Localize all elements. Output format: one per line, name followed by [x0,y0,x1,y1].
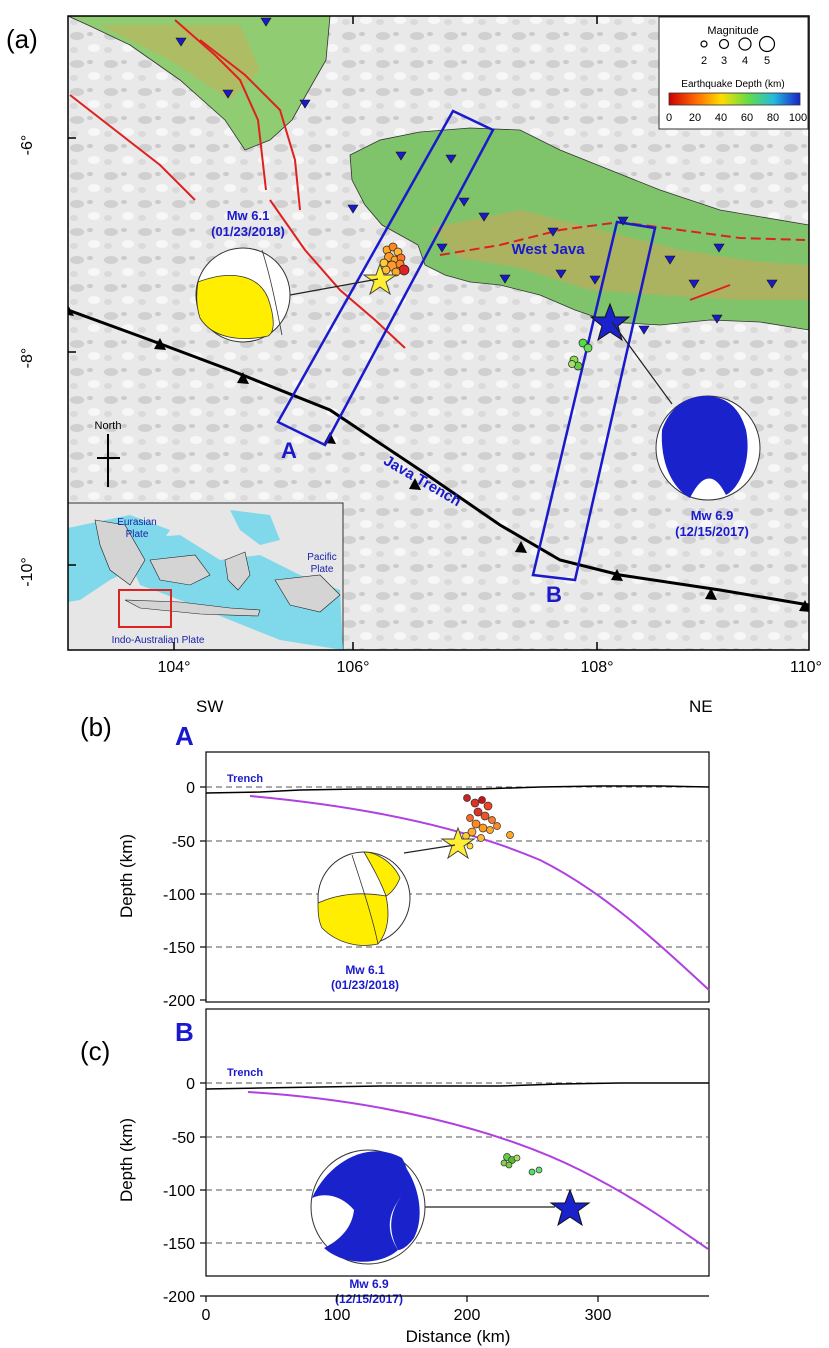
section-b-ytick-100: -100 [163,1183,195,1200]
panel-label-c: (c) [80,1036,110,1066]
eq-cluster-a [379,242,410,277]
eq2-mag-label: Mw 6.9 [691,508,734,523]
section-b-ytick-200: -200 [163,1289,195,1306]
legend-depth-colorbar [668,92,801,106]
eq2-date-label: (12/15/2017) [675,524,749,539]
xlabel: Distance (km) [406,1327,511,1346]
section-a-mag: Mw 6.1 [345,963,385,977]
section-a-ylabel: Depth (km) [117,834,136,918]
legend-mag-3 [718,38,730,50]
mainshock-star-b [589,302,631,342]
section-a-date: (01/23/2018) [331,978,399,992]
section-a-trench: Trench [227,773,263,785]
lat-tick-10: -10° [19,557,36,587]
java-trench-line [68,308,809,607]
java-highland [430,210,809,300]
north-arrow: North [95,420,122,487]
sumatra-highland [100,25,260,100]
lat-tick-8: -8° [19,348,36,369]
inset-study-area [118,589,172,628]
lon-tick-106: 106° [336,659,369,676]
section-b-ytick-150: -150 [163,1236,195,1253]
section-b-trench: Trench [227,1067,263,1079]
legend-depth-60: 60 [741,112,753,124]
section-a-ytick-150: -150 [163,940,195,957]
section-a-letter: A [175,721,194,751]
legend-mag-5 [758,35,776,53]
panel-label-b: (b) [80,712,112,742]
legend-mag-label-5: 5 [764,55,770,67]
seismic-stations [175,17,778,335]
legend-depth-80: 80 [767,112,779,124]
section-a: Mw 6.1 (01/23/2018) Trench [205,751,710,1003]
section-a-star [440,826,476,860]
xtick-0: 0 [202,1307,211,1324]
section-b-star [549,1188,591,1227]
section-b-ylabel: Depth (km) [117,1118,136,1202]
profile-b-label: B [546,582,562,607]
sumatra-land [68,16,331,151]
section-a-ytick-0: 0 [186,780,195,797]
legend-magnitude-title: Magnitude [707,25,758,37]
inset-pacific-1: Pacific [307,552,336,563]
xtick-200: 200 [454,1307,481,1324]
beachball-section-b [310,1149,426,1265]
legend-mag-4 [738,37,752,51]
eq1-mag-label: Mw 6.1 [227,208,270,223]
section-a-ytick-50: -50 [172,834,195,851]
section-a-ytick-200: -200 [163,993,195,1010]
beachball-section-a [317,851,411,946]
map-legend: Magnitude 2 3 4 5 Earthquake Depth (km) … [658,16,809,130]
north-label: North [95,420,122,432]
legend-mag-label-3: 3 [721,55,727,67]
legend-depth-0: 0 [666,112,672,124]
legend-mag-2 [700,40,708,48]
inset-indo-label: Indo-Australian Plate [112,635,205,646]
section-b-ytick-0: 0 [186,1076,195,1093]
west-java-label: West Java [511,241,585,258]
legend-depth-title: Earthquake Depth (km) [681,79,784,90]
fault-lines [69,19,806,349]
profile-box-a [276,109,495,447]
section-a-ticks [200,786,206,1001]
section-b-ytick-50: -50 [172,1130,195,1147]
legend-mag-label-2: 2 [701,55,707,67]
panel-label-a: (a) [6,24,38,54]
xtick-300: 300 [585,1307,612,1324]
profile-box-b [531,220,657,582]
beachball-map-a [195,247,291,343]
profile-a-label: A [281,438,297,463]
lon-tick-108: 108° [580,659,613,676]
mainshock-star-a [362,262,398,296]
legend-mag-label-4: 4 [742,55,748,67]
section-b: Mw 6.9 (12/15/2017) Trench [205,1008,710,1306]
lon-tick-104: 104° [157,659,190,676]
sw-label: SW [196,697,223,716]
xtick-100: 100 [324,1307,351,1324]
legend-depth-100: 100 [789,112,807,124]
inset-eurasian-2: Plate [126,529,149,540]
legend-depth-40: 40 [715,112,727,124]
map-frame [67,15,810,651]
eq-cluster-b [568,338,593,371]
map-ticks [68,16,598,650]
section-b-letter: B [175,1017,194,1047]
section-b-ticks [200,1082,599,1302]
legend-depth-20: 20 [689,112,701,124]
section-b-mag: Mw 6.9 [349,1277,389,1291]
section-a-ytick-100: -100 [163,887,195,904]
eq1-date-label: (01/23/2018) [211,224,285,239]
ne-label: NE [689,697,713,716]
connector-b [611,321,673,405]
inset-eurasian-1: Eurasian [117,517,156,528]
connector-a [289,278,379,296]
beachball-map-b [655,395,761,501]
inset-pacific-2: Plate [311,564,334,575]
section-b-date: (12/15/2017) [335,1292,403,1306]
lat-tick-6: -6° [19,135,36,156]
inset-map: Eurasian Plate Pacific Plate Indo-Austra… [68,502,344,650]
lon-tick-110: 110° [790,659,822,676]
